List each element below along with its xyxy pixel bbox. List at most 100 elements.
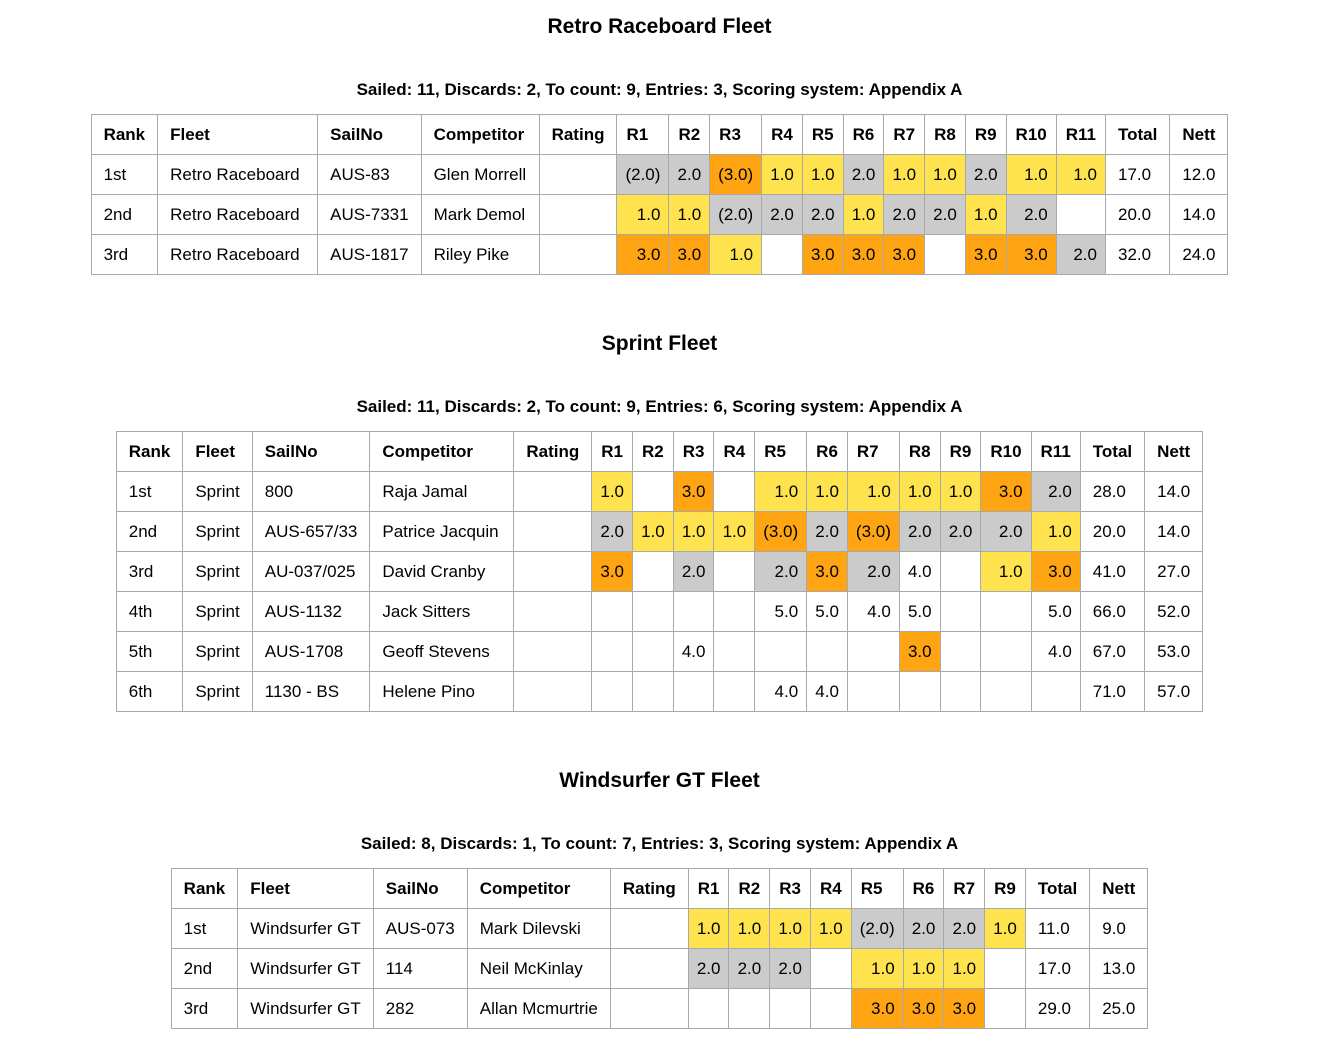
total-cell: 11.0 bbox=[1024, 908, 1091, 949]
fleet-cell: Sprint bbox=[182, 511, 253, 552]
column-header-total: Total bbox=[1079, 431, 1146, 472]
race-score-cell: 2.0 bbox=[898, 511, 941, 552]
sailno-cell: AUS-7331 bbox=[317, 194, 422, 235]
nett-cell: 27.0 bbox=[1144, 551, 1204, 592]
sailno-cell: AUS-657/33 bbox=[251, 511, 371, 552]
race-score-cell bbox=[984, 948, 1026, 989]
race-score-cell bbox=[939, 671, 982, 712]
column-header-r4: R4 bbox=[713, 431, 756, 472]
race-score-cell bbox=[806, 631, 848, 672]
column-header-competitor: Competitor bbox=[466, 868, 611, 909]
race-score-cell: (2.0) bbox=[616, 154, 670, 195]
fleet-summary: Sailed: 8, Discards: 1, To count: 7, Ent… bbox=[360, 834, 959, 853]
race-score-cell: 2.0 bbox=[846, 551, 900, 592]
competitor-cell: Mark Demol bbox=[420, 194, 540, 235]
rating-cell bbox=[513, 511, 593, 552]
race-score-cell bbox=[713, 631, 756, 672]
table-row: 3rd Sprint AU-037/025 David Cranby 3.0 2.0 2.0… bbox=[115, 551, 1204, 592]
column-header-sailno: SailNo bbox=[372, 868, 468, 909]
race-score-cell: (3.0) bbox=[709, 154, 763, 195]
race-score-cell: 2.0 bbox=[672, 551, 715, 592]
race-score-cell: 1.0 bbox=[632, 511, 674, 552]
race-score-cell: 1.0 bbox=[1055, 154, 1106, 195]
total-cell: 32.0 bbox=[1104, 234, 1171, 275]
race-score-cell: 1.0 bbox=[943, 948, 986, 989]
race-score-cell: 3.0 bbox=[616, 234, 670, 275]
fleet-title: Windsurfer GT Fleet bbox=[559, 769, 760, 792]
race-score-cell: 1.0 bbox=[980, 551, 1032, 592]
table-body: 1st Retro Raceboard AUS-83 Glen Morrell (2.0… bbox=[90, 154, 1229, 275]
nett-cell: 14.0 bbox=[1169, 194, 1229, 235]
rank-cell: 2nd bbox=[115, 511, 184, 552]
nett-cell: 14.0 bbox=[1144, 511, 1204, 552]
race-score-cell bbox=[846, 671, 900, 712]
competitor-cell: Patrice Jacquin bbox=[369, 511, 515, 552]
race-score-cell: 2.0 bbox=[806, 511, 848, 552]
race-score-cell: 1.0 bbox=[801, 154, 844, 195]
race-score-cell: 1.0 bbox=[902, 948, 945, 989]
competitor-cell: Helene Pino bbox=[369, 671, 515, 712]
race-score-cell: 2.0 bbox=[902, 908, 945, 949]
column-header-nett: Nett bbox=[1144, 431, 1204, 472]
sailno-cell: 282 bbox=[372, 988, 468, 1029]
race-score-cell bbox=[754, 631, 808, 672]
race-score-cell: 2.0 bbox=[1055, 234, 1106, 275]
race-score-cell: 1.0 bbox=[883, 154, 926, 195]
race-score-cell bbox=[939, 591, 982, 632]
race-score-cell bbox=[687, 988, 730, 1029]
race-score-cell: 2.0 bbox=[883, 194, 926, 235]
table-row: 4th Sprint AUS-1132 Jack Sitters 5.0 5.0 4.0 5.… bbox=[115, 591, 1204, 632]
race-score-cell: 2.0 bbox=[924, 194, 966, 235]
race-score-cell: 3.0 bbox=[668, 234, 711, 275]
race-score-cell: 3.0 bbox=[672, 471, 715, 512]
competitor-cell: Neil McKinlay bbox=[466, 948, 611, 989]
fleet-summary: Sailed: 11, Discards: 2, To count: 9, En… bbox=[356, 80, 963, 99]
rank-cell: 2nd bbox=[90, 194, 159, 235]
race-score-cell: 1.0 bbox=[1030, 511, 1081, 552]
race-score-cell: 1.0 bbox=[939, 471, 982, 512]
race-score-cell: (2.0) bbox=[850, 908, 904, 949]
race-score-cell bbox=[1030, 671, 1081, 712]
competitor-cell: Mark Dilevski bbox=[466, 908, 611, 949]
table-row: 6th Sprint 1130 - BS Helene Pino 4.0 4.0 71.0 5… bbox=[115, 671, 1204, 712]
race-score-cell bbox=[713, 471, 756, 512]
race-score-cell: 3.0 bbox=[1030, 551, 1081, 592]
race-score-cell: (3.0) bbox=[754, 511, 808, 552]
table-row: 1st Windsurfer GT AUS-073 Mark Dilevski 1.0 1… bbox=[170, 908, 1149, 949]
column-header-r10: R10 bbox=[1005, 114, 1057, 155]
race-score-cell: 3.0 bbox=[591, 551, 633, 592]
total-cell: 20.0 bbox=[1079, 511, 1146, 552]
rating-cell bbox=[538, 194, 618, 235]
column-header-fleet: Fleet bbox=[237, 868, 374, 909]
fleet-cell: Windsurfer GT bbox=[237, 948, 374, 989]
column-header-r2: R2 bbox=[632, 431, 674, 472]
total-cell: 41.0 bbox=[1079, 551, 1146, 592]
race-score-cell: 1.0 bbox=[713, 511, 756, 552]
race-score-cell: 5.0 bbox=[754, 591, 808, 632]
column-header-rank: Rank bbox=[170, 868, 239, 909]
rank-cell: 2nd bbox=[170, 948, 239, 989]
total-cell: 29.0 bbox=[1024, 988, 1091, 1029]
race-score-cell: 1.0 bbox=[668, 194, 711, 235]
column-header-r5: R5 bbox=[801, 114, 844, 155]
column-header-r11: R11 bbox=[1055, 114, 1106, 155]
rating-cell bbox=[609, 948, 689, 989]
race-score-cell: 3.0 bbox=[883, 234, 926, 275]
sailno-cell: AUS-073 bbox=[372, 908, 468, 949]
column-header-sailno: SailNo bbox=[317, 114, 422, 155]
race-score-cell: 2.0 bbox=[1005, 194, 1057, 235]
race-score-cell: 4.0 bbox=[1030, 631, 1081, 672]
sailno-cell: 800 bbox=[251, 471, 371, 512]
race-score-cell: (2.0) bbox=[709, 194, 763, 235]
race-score-cell bbox=[672, 591, 715, 632]
fleet-cell: Sprint bbox=[182, 671, 253, 712]
race-score-cell: 1.0 bbox=[761, 154, 803, 195]
nett-cell: 25.0 bbox=[1089, 988, 1149, 1029]
nett-cell: 13.0 bbox=[1089, 948, 1149, 989]
table-row: 1st Retro Raceboard AUS-83 Glen Morrell (2.0… bbox=[90, 154, 1229, 195]
race-score-cell: 4.0 bbox=[846, 591, 900, 632]
table-row: 2nd Retro Raceboard AUS-7331 Mark Demol 1.0 1… bbox=[90, 194, 1229, 235]
header-row: Rank Fleet SailNo Competitor Rating R1 R2 R3 R4 R… bbox=[90, 114, 1229, 155]
race-score-cell: 1.0 bbox=[850, 948, 904, 989]
race-score-cell bbox=[980, 631, 1032, 672]
